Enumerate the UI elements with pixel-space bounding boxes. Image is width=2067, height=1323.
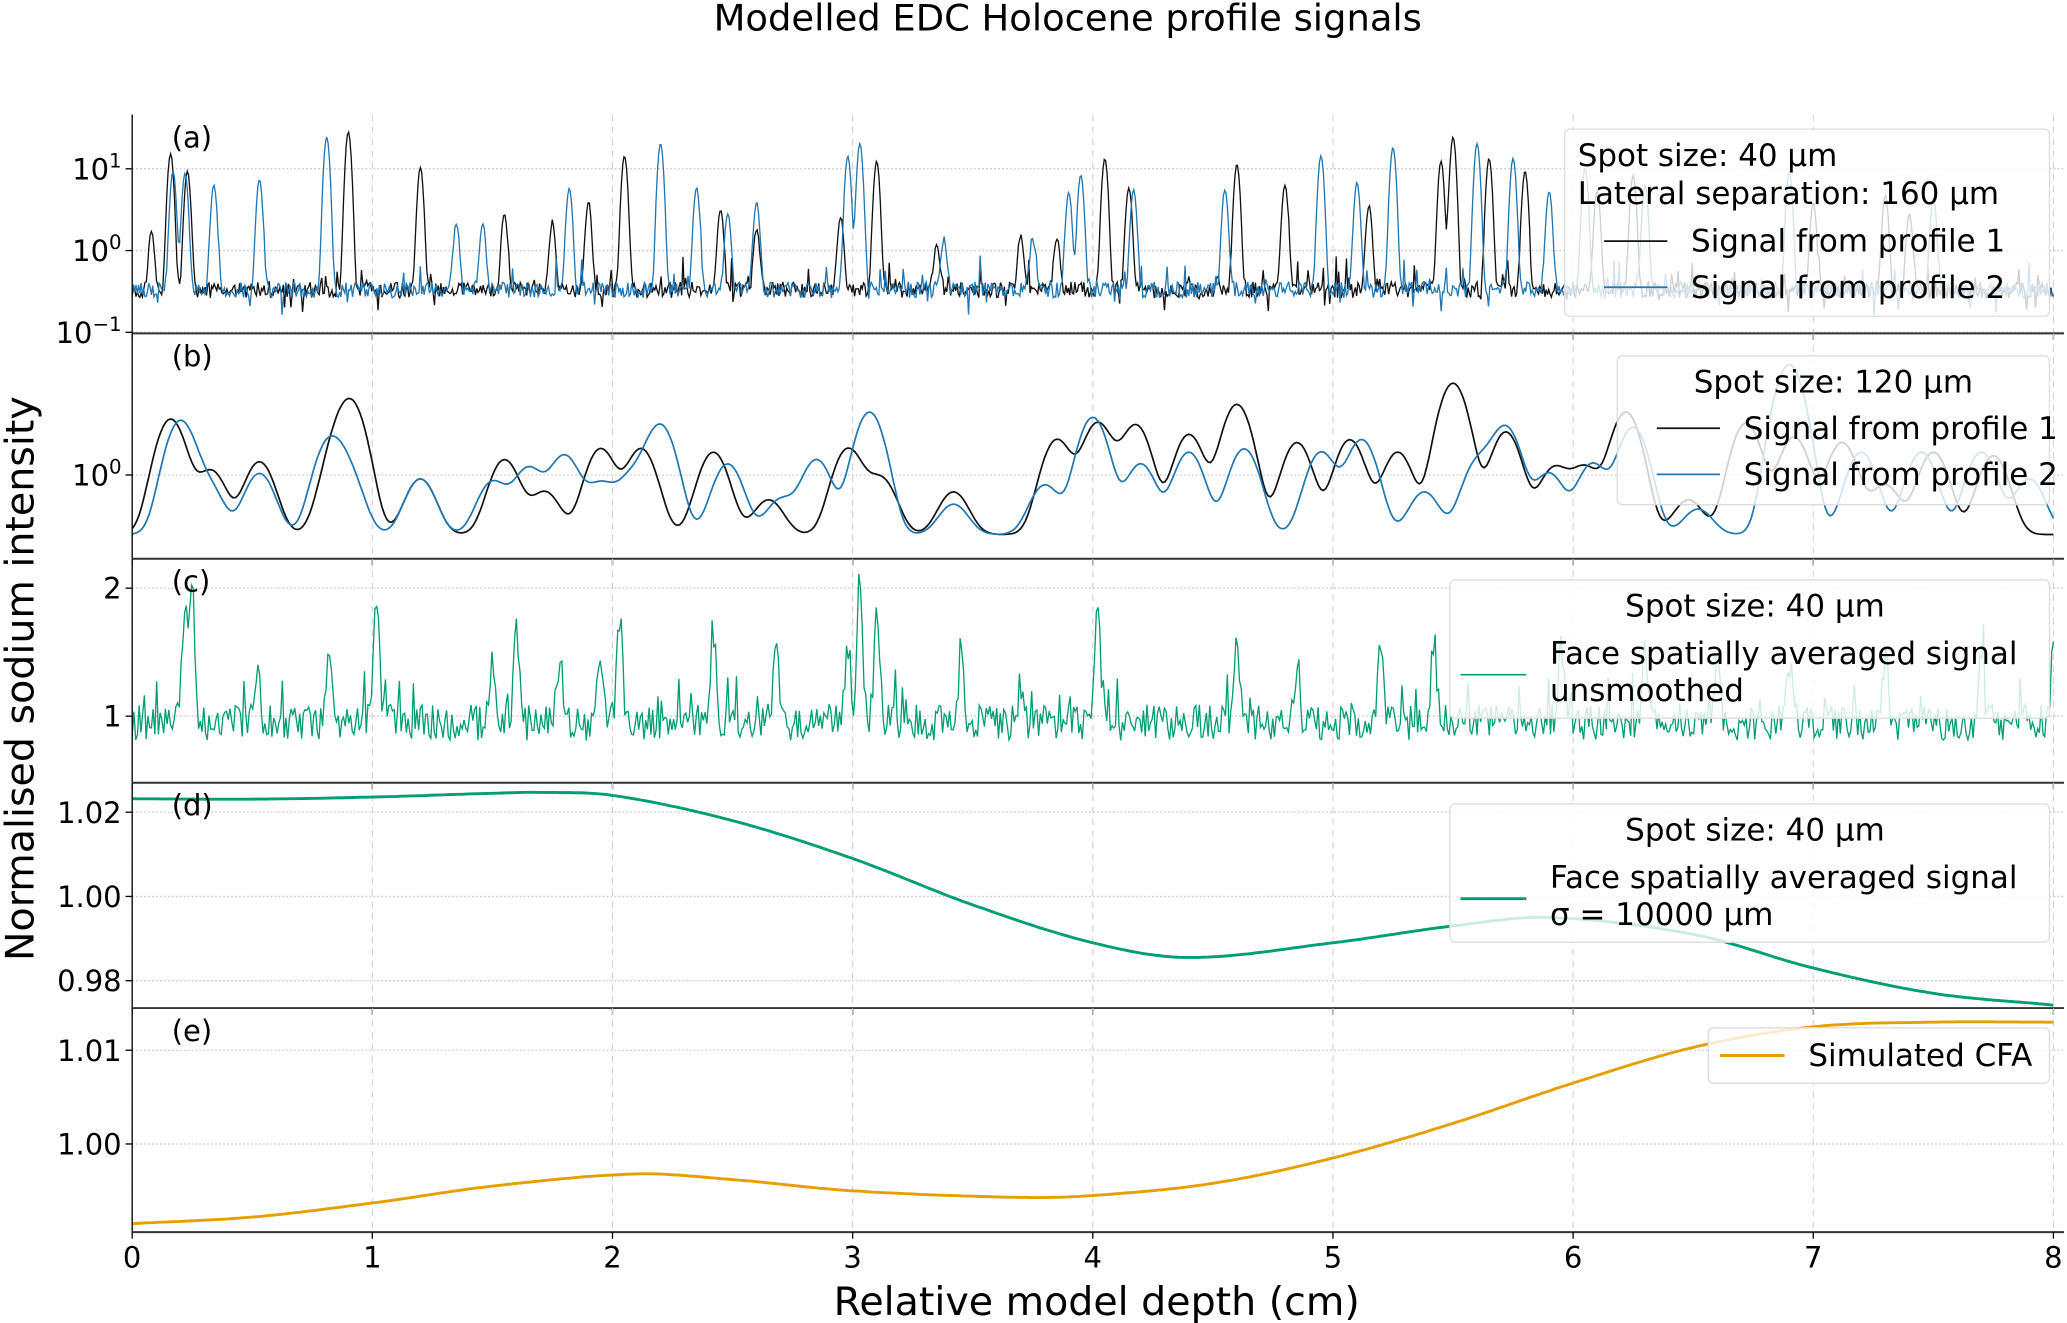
series-line	[132, 573, 2055, 743]
y-axis-label: Normalised sodium intensity	[0, 396, 43, 961]
x-axis-label: Relative model depth (cm)	[834, 1279, 1360, 1323]
y-tick-base: 10	[72, 459, 109, 493]
legend-entry: σ = 10000 µm	[1550, 897, 1773, 933]
y-tick-base: 1.01	[57, 1034, 122, 1068]
y-tick-label: 1	[103, 700, 121, 734]
legend-entry: Simulated CFA	[1808, 1038, 2032, 1074]
y-tick-label: 100	[72, 456, 121, 493]
legend-box	[1449, 579, 2051, 719]
legend: Spot size: 120 µm Signal from profile 1 Si…	[1616, 355, 2058, 506]
y-tick-base: 1.00	[57, 880, 122, 914]
x-tick-label: 6	[1564, 1241, 1582, 1275]
panel-label: (c)	[172, 565, 211, 599]
x-tick-label: 8	[2044, 1241, 2062, 1275]
y-tick-label: 1.01	[57, 1034, 122, 1068]
legend-entry: Signal from profile 2	[1691, 270, 2005, 306]
legend-title: Spot size: 40 µm	[1625, 813, 1885, 849]
x-tick-label: 4	[1084, 1241, 1102, 1275]
y-tick-label: 100	[72, 231, 121, 268]
y-tick-exponent: 0	[109, 456, 122, 479]
legend-entry: unsmoothed	[1550, 673, 1744, 709]
x-tick-label: 3	[843, 1241, 861, 1275]
y-tick-base: 10	[56, 316, 93, 350]
y-tick-label: 1.00	[57, 880, 122, 914]
x-tick-label: 2	[603, 1241, 621, 1275]
y-tick-base: 1.02	[57, 796, 122, 830]
x-tick-label: 7	[1804, 1241, 1822, 1275]
panel-c: 2 1 (c) Spot size: 40 µm Face spatially aver…	[103, 558, 2064, 790]
legend-entry: Face spatially averaged signal	[1550, 860, 2017, 896]
y-tick-base: 1	[103, 700, 121, 734]
x-tick-label: 5	[1324, 1241, 1342, 1275]
panel-b: 100 (b) Spot size: 120 µm Signal from profi…	[72, 333, 2064, 566]
y-tick-exponent: 0	[109, 231, 122, 254]
y-tick-label: 101	[72, 150, 121, 187]
chart-title: Modelled EDC Holocene profile signals	[714, 0, 1422, 39]
legend-entry: Signal from profile 1	[1744, 411, 2058, 447]
panel-label: (b)	[172, 339, 213, 373]
y-tick-base: 2	[103, 572, 121, 606]
x-tick-label: 1	[363, 1241, 381, 1275]
legend: Spot size: 40 µm Face spatially averaged …	[1449, 803, 2051, 943]
legend-box	[1449, 803, 2051, 943]
y-tick-label: 10−1	[56, 313, 122, 350]
series-line	[132, 363, 2055, 536]
panel-label: (d)	[172, 789, 213, 823]
legend: Simulated CFA	[1707, 1027, 2051, 1084]
y-tick-label: 1.02	[57, 796, 122, 830]
y-tick-exponent: 1	[109, 150, 122, 173]
legend-entry: Signal from profile 1	[1691, 224, 2005, 260]
y-tick-base: 0.98	[57, 964, 122, 998]
panel-label: (a)	[172, 121, 212, 155]
legend-box	[1616, 355, 2051, 506]
x-tick-label: 0	[123, 1241, 141, 1275]
legend-title: Lateral separation: 160 µm	[1578, 176, 1999, 212]
y-tick-label: 1.00	[57, 1128, 122, 1162]
legend-title: Spot size: 120 µm	[1694, 365, 1973, 401]
y-tick-label: 0.98	[57, 964, 122, 998]
legend: Spot size: 40 µm Face spatially averaged …	[1449, 579, 2051, 719]
series-line	[132, 790, 2054, 1007]
y-tick-base: 1.00	[57, 1128, 122, 1162]
panel-label: (e)	[172, 1014, 212, 1048]
legend-title: Spot size: 40 µm	[1625, 589, 1885, 625]
y-tick-label: 2	[103, 572, 121, 606]
panel-d: 1.02 1.00 0.98 (d) Spot size: 40 µm Face spat…	[57, 782, 2064, 1015]
y-tick-base: 10	[72, 152, 109, 186]
y-tick-exponent: −1	[93, 313, 122, 336]
legend-box	[1563, 128, 2051, 317]
legend-entry: Face spatially averaged signal	[1550, 636, 2017, 672]
panel-e: 1.01 1.00 (e) Simulated CFA	[57, 1008, 2064, 1239]
y-tick-base: 10	[72, 234, 109, 268]
legend-title: Spot size: 40 µm	[1578, 138, 1838, 174]
legend-entry: Signal from profile 2	[1744, 457, 2058, 493]
x-tick-labels: 0 1 2 3 4 5 6 7 8	[123, 1241, 2063, 1275]
legend-box	[1707, 1027, 2051, 1084]
